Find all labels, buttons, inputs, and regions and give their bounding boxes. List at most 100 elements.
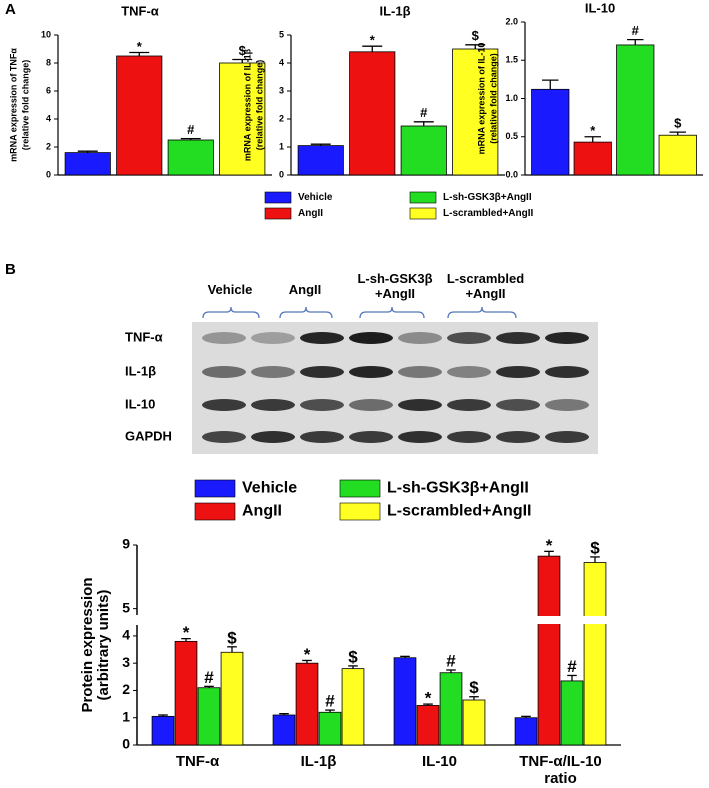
blot-row-label: GAPDH <box>125 428 172 443</box>
bar <box>462 699 486 746</box>
bar <box>167 139 214 176</box>
legend-swatch <box>264 191 292 204</box>
blot-band <box>349 431 393 443</box>
bar <box>439 672 463 746</box>
significance-mark: $ <box>227 628 237 647</box>
blot-band <box>398 399 442 411</box>
y-tick-label: 0 <box>122 736 130 752</box>
blot-band <box>251 399 295 411</box>
blot-band <box>496 399 540 411</box>
bar <box>583 562 607 746</box>
x-tick-label: IL-10 <box>421 753 457 770</box>
blot-band <box>447 431 491 443</box>
legend-swatch <box>339 479 381 498</box>
blot-band <box>398 332 442 344</box>
y-axis-label: (relative fold change) <box>254 60 264 151</box>
y-tick-label: 5 <box>122 599 130 615</box>
x-tick-label: TNF-α/IL-10 ratio <box>519 753 602 788</box>
y-tick-label: 1.0 <box>505 93 518 103</box>
significance-mark: $ <box>348 647 358 666</box>
bar <box>658 134 697 176</box>
legend-swatch <box>409 207 437 220</box>
significance-mark: # <box>632 23 640 38</box>
significance-mark: # <box>567 657 577 676</box>
brace <box>447 306 517 319</box>
lane-braces <box>202 306 517 319</box>
y-tick-label: 3 <box>279 85 284 95</box>
blot-band <box>447 366 491 378</box>
bar <box>116 55 163 176</box>
axis-break-gap <box>138 616 622 624</box>
blot-band <box>300 431 344 443</box>
blot-band <box>545 332 589 344</box>
y-tick-label: 6 <box>46 85 51 95</box>
blot-band <box>300 399 344 411</box>
legend-label: Vehicle <box>298 192 333 203</box>
panel-label: A <box>5 1 16 18</box>
y-axis-label: (relative fold change) <box>20 60 30 151</box>
significance-mark: * <box>590 123 596 138</box>
y-tick-label: 5 <box>279 29 284 39</box>
significance-mark: $ <box>590 538 600 557</box>
blot-band <box>447 399 491 411</box>
panel-label: B <box>5 261 16 278</box>
significance-mark: # <box>325 692 335 711</box>
y-axis-label: (relative fold change) <box>488 53 498 144</box>
blot-lane-label: L-sh-GSK3β +AngII <box>357 271 433 301</box>
bar <box>531 88 570 176</box>
y-tick-label: 0 <box>279 169 284 179</box>
significance-mark: * <box>425 689 432 708</box>
blot-lane-label: AngII <box>288 282 322 297</box>
blot-row-label: IL-1β <box>125 363 156 378</box>
y-tick-label: 9 <box>122 536 130 552</box>
y-axis-label: mRNA expression of IL-10 <box>476 43 486 155</box>
significance-mark: # <box>446 651 456 670</box>
y-tick-label: 4 <box>46 113 51 123</box>
brace <box>359 306 425 319</box>
bar <box>616 44 655 176</box>
blot-band <box>545 366 589 378</box>
y-tick-label: 0.0 <box>505 169 518 179</box>
bar <box>416 705 440 746</box>
bar <box>220 651 244 746</box>
significance-mark: * <box>137 39 143 54</box>
y-tick-label: 2 <box>122 681 130 697</box>
x-tick-label: IL-1β <box>300 753 337 770</box>
legend-label: Vehicle <box>242 480 297 497</box>
bar <box>64 152 111 176</box>
significance-mark: * <box>546 536 553 555</box>
significance-mark: # <box>187 122 195 137</box>
bar <box>297 145 344 176</box>
blot-lane-label: Vehicle <box>207 282 253 297</box>
legend-swatch <box>194 479 236 498</box>
y-axis-label: (arbitrary units) <box>95 590 112 701</box>
blot-band <box>398 431 442 443</box>
y-tick-label: 4 <box>122 627 130 643</box>
legend-label: L-scrambled+AngII <box>387 503 531 520</box>
blot-band <box>545 431 589 443</box>
bar <box>514 717 538 746</box>
legend-swatch <box>409 191 437 204</box>
bar <box>560 680 584 746</box>
blot-band <box>300 332 344 344</box>
blot-row-label: IL-10 <box>125 396 155 411</box>
bar <box>272 714 296 746</box>
bar <box>219 62 266 176</box>
bar <box>393 657 417 746</box>
bar <box>341 668 365 746</box>
y-tick-label: 1.5 <box>505 55 518 65</box>
y-tick-label: 10 <box>41 29 51 39</box>
blot-band <box>349 366 393 378</box>
blot-band <box>496 332 540 344</box>
blot-band <box>349 399 393 411</box>
legend-label: AngII <box>298 208 323 219</box>
y-tick-label: 2 <box>46 141 51 151</box>
legend-label: L-sh-GSK3β+AngII <box>443 192 532 203</box>
bar <box>318 711 342 746</box>
bar <box>197 687 221 746</box>
y-tick-label: 0.5 <box>505 131 518 141</box>
legend-label: AngII <box>242 503 282 520</box>
significance-mark: $ <box>469 678 479 697</box>
bar <box>349 51 396 176</box>
